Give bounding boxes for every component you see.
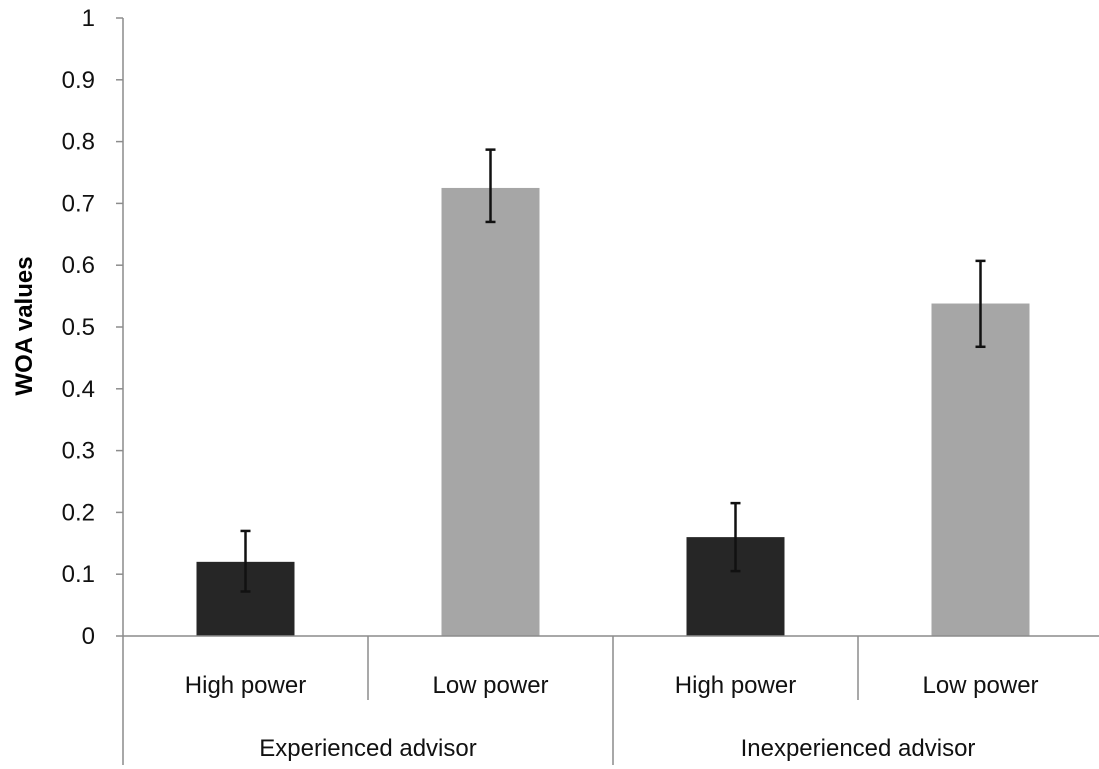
y-tick-label: 0.9 — [62, 67, 95, 94]
y-tick-label: 0.7 — [62, 190, 95, 217]
error-bars — [240, 148, 986, 593]
y-ticks: 0 0.1 0.2 0.3 0.4 0.5 0.6 0.7 0.8 0.9 1 — [62, 5, 123, 650]
y-tick-label: 1 — [82, 5, 95, 32]
x-group-labels: Experienced advisor Inexperienced advisor — [259, 735, 975, 762]
x-category-label: Low power — [432, 672, 548, 699]
y-tick-label: 0.5 — [62, 314, 95, 341]
bar-low-power — [441, 187, 540, 636]
x-category-label: High power — [185, 672, 306, 699]
x-group-label: Inexperienced advisor — [741, 735, 976, 762]
x-category-label: High power — [675, 672, 796, 699]
bar-low-power — [931, 303, 1030, 636]
y-tick-label: 0.2 — [62, 499, 95, 526]
x-category-label: Low power — [922, 672, 1038, 699]
y-axis: 0 0.1 0.2 0.3 0.4 0.5 0.6 0.7 0.8 0.9 1 — [62, 5, 124, 765]
y-tick-label: 0.8 — [62, 129, 95, 156]
x-dividers — [367, 636, 859, 765]
y-tick-label: 0.6 — [62, 252, 95, 279]
y-tick-label: 0.4 — [62, 376, 95, 403]
x-axis: High power Low power High power Low power E… — [123, 635, 1099, 765]
x-category-labels: High power Low power High power Low power — [185, 672, 1039, 699]
y-axis-title: WOA values — [11, 256, 38, 395]
y-tick-label: 0.3 — [62, 438, 95, 465]
y-tick-label: 0 — [82, 623, 95, 650]
y-tick-label: 0.1 — [62, 561, 95, 588]
bars — [196, 187, 1030, 636]
x-group-label: Experienced advisor — [259, 735, 476, 762]
